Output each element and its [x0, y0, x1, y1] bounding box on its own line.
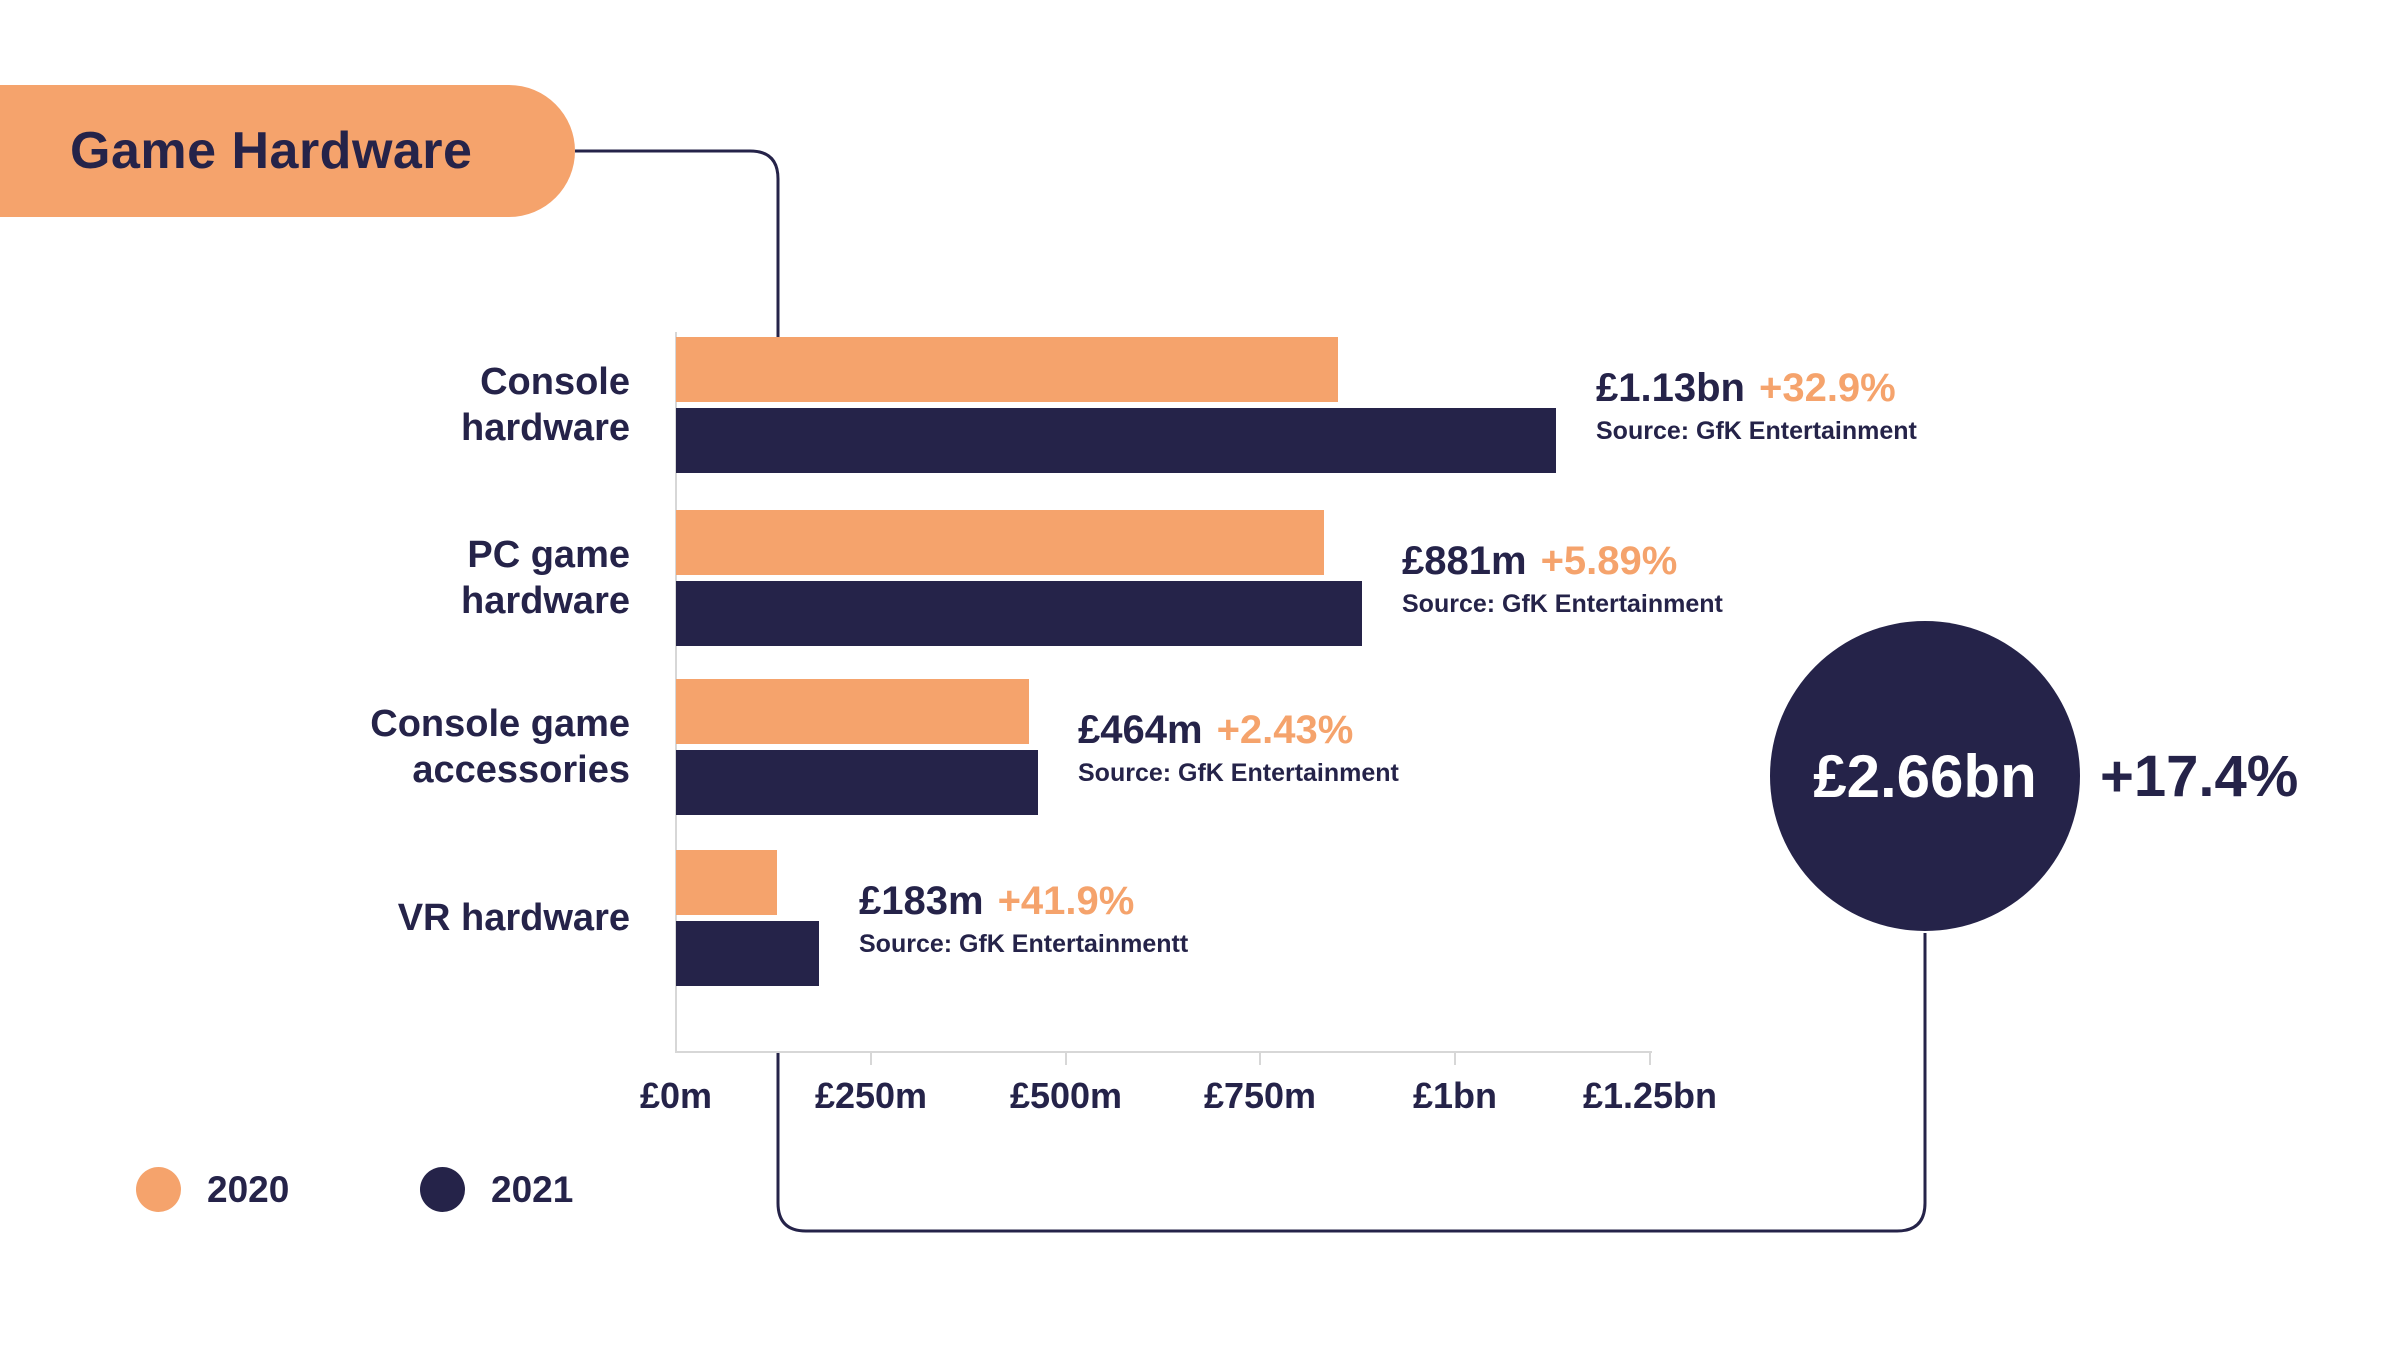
annotation-change: +32.9% [1758, 366, 1896, 410]
category-label: Console hardware [461, 361, 630, 449]
value-annotation: £1.13bn +32.9% Source: GfK Entertainment [1596, 364, 1917, 446]
x-tick-label: £1.25bn [1582, 1075, 1718, 1116]
x-tick-label: £250m [814, 1075, 928, 1116]
total-circle: £2.66bn [1770, 621, 2080, 931]
annotation-source: Source: GfK Entertainment [1402, 590, 1723, 618]
x-tick-label: £750m [1203, 1075, 1317, 1116]
x-tick-mark [1649, 1051, 1651, 1065]
value-annotation: £881m +5.89% Source: GfK Entertainment [1402, 537, 1723, 619]
x-tick-label: £500m [1009, 1075, 1123, 1116]
bar-2021 [676, 581, 1362, 646]
value-annotation: £464m +2.43% Source: GfK Entertainment [1078, 706, 1399, 788]
category-label: VR hardware [397, 897, 630, 939]
total-change: +17.4% [2100, 744, 2299, 809]
annotation-change: +5.89% [1540, 539, 1678, 583]
annotation-value-line: £464m +2.43% [1078, 706, 1399, 754]
annotation-value-line: £1.13bn +32.9% [1596, 364, 1917, 412]
bar-2020 [676, 337, 1338, 402]
x-tick-label: £0m [639, 1075, 713, 1116]
value-annotation: £183m +41.9% Source: GfK Entertainmentt [859, 877, 1188, 959]
bar-2020 [676, 510, 1324, 575]
annotation-value: £881m [1402, 539, 1527, 583]
annotation-source: Source: GfK Entertainment [1078, 759, 1399, 787]
bar-2020 [676, 679, 1029, 744]
legend-item-2020: 2020 [136, 1167, 289, 1212]
annotation-value-line: £183m +41.9% [859, 877, 1188, 925]
bar-2021 [676, 921, 819, 986]
x-tick-mark [1259, 1051, 1261, 1065]
page-title: Game Hardware [70, 122, 473, 180]
legend-label: 2021 [491, 1168, 574, 1210]
x-tick-mark [870, 1051, 872, 1065]
category-label: Console game accessories [370, 703, 630, 791]
x-tick-label: £1bn [1412, 1075, 1498, 1116]
title-pill: Game Hardware [0, 85, 575, 217]
total-value: £2.66bn [1813, 742, 2037, 810]
category-label: PC game hardware [461, 534, 630, 622]
x-tick-mark [1454, 1051, 1456, 1065]
annotation-value: £1.13bn [1596, 366, 1745, 410]
x-tick-mark [1065, 1051, 1067, 1065]
bar-2021 [676, 408, 1556, 473]
annotation-change: +2.43% [1216, 708, 1354, 752]
bar-2021 [676, 750, 1038, 815]
annotation-source: Source: GfK Entertainmentt [859, 930, 1189, 958]
annotation-change: +41.9% [997, 879, 1135, 923]
annotation-source: Source: GfK Entertainment [1596, 417, 1917, 445]
annotation-value: £464m [1078, 708, 1203, 752]
legend-dot [136, 1167, 181, 1212]
bar-2020 [676, 850, 777, 915]
legend-label: 2020 [207, 1168, 290, 1210]
legend-dot [420, 1167, 465, 1212]
annotation-value: £183m [859, 879, 984, 923]
legend-item-2021: 2021 [420, 1167, 573, 1212]
annotation-value-line: £881m +5.89% [1402, 537, 1723, 585]
x-axis-line [676, 1051, 1652, 1053]
